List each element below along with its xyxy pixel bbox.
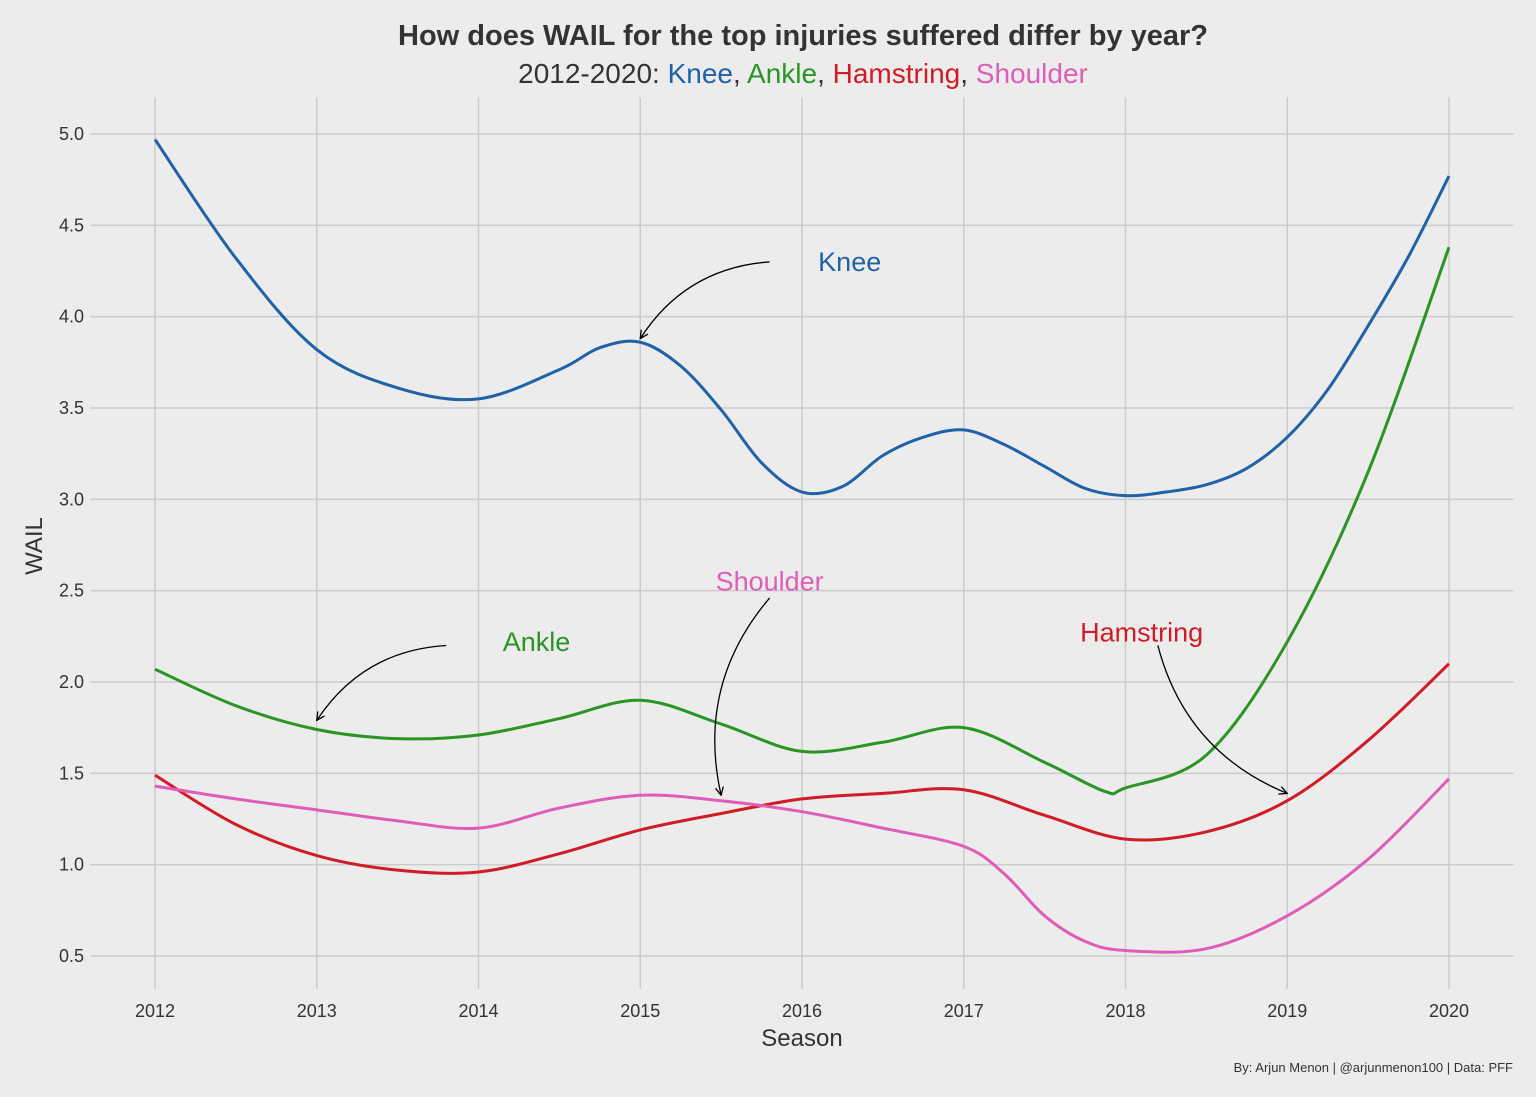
- axis-ticks: 2012 2013 2014 2015 2016 2017 2018 2019 2020 0.5 1…: [59, 124, 1469, 1021]
- line-ankle: [154, 246, 1451, 796]
- x-tick-label: 2018: [1105, 1001, 1145, 1021]
- x-axis-label: Season: [761, 1025, 842, 1052]
- annotation-label-hamstring: Hamstring: [1080, 618, 1203, 648]
- y-tick-label: 2.0: [59, 672, 84, 692]
- line-shoulder: [154, 777, 1451, 954]
- grid: [90, 97, 1514, 989]
- annotations: Knee Ankle Shoulder Hamstring: [317, 247, 1288, 795]
- subtitle-separator: ,: [960, 58, 976, 89]
- subtitle-separator: ,: [733, 58, 747, 89]
- subtitle-series-knee: Knee: [668, 58, 733, 89]
- x-tick-label: 2012: [135, 1001, 175, 1021]
- subtitle-prefix: 2012-2020:: [518, 58, 667, 89]
- subtitle-series-hamstring: Hamstring: [833, 58, 961, 89]
- annotation-arrow-shoulder: [714, 597, 771, 795]
- x-tick-label: 2017: [944, 1001, 984, 1021]
- subtitle-series-ankle: Ankle: [747, 58, 817, 89]
- x-tick-label: 2020: [1429, 1001, 1469, 1021]
- x-tick-label: 2015: [620, 1001, 660, 1021]
- y-tick-label: 1.0: [59, 855, 84, 875]
- y-tick-label: 4.0: [59, 307, 84, 327]
- x-tick-label: 2014: [458, 1001, 498, 1021]
- annotation-label-knee: Knee: [818, 247, 881, 277]
- x-tick-label: 2013: [297, 1001, 337, 1021]
- y-axis-label: WAIL: [21, 517, 48, 575]
- x-tick-label: 2016: [782, 1001, 822, 1021]
- subtitle-separator: ,: [817, 58, 833, 89]
- annotation-label-ankle: Ankle: [503, 627, 571, 657]
- y-tick-label: 3.5: [59, 398, 84, 418]
- x-tick-label: 2019: [1267, 1001, 1307, 1021]
- chart-title: How does WAIL for the top injuries suffe…: [398, 20, 1208, 52]
- line-knee: [153, 138, 1451, 498]
- y-tick-label: 1.5: [59, 763, 84, 783]
- subtitle-series-shoulder: Shoulder: [976, 58, 1088, 89]
- chart-subtitle: 2012-2020: Knee, Ankle, Hamstring, Shoul…: [518, 58, 1088, 89]
- caption: By: Arjun Menon | @arjunmenon100 | Data:…: [1234, 1060, 1513, 1075]
- annotation-arrow-knee: [640, 261, 770, 339]
- series-lines: [153, 138, 1451, 954]
- y-tick-label: 5.0: [59, 124, 84, 144]
- y-tick-label: 0.5: [59, 946, 84, 966]
- y-tick-label: 2.5: [59, 581, 84, 601]
- annotation-label-shoulder: Shoulder: [716, 567, 824, 597]
- y-tick-label: 3.0: [59, 489, 84, 509]
- annotation-arrow-ankle: [317, 644, 447, 720]
- annotation-arrow-hamstring: [1157, 645, 1287, 793]
- y-tick-label: 4.5: [59, 215, 84, 235]
- line-hamstring: [154, 662, 1451, 875]
